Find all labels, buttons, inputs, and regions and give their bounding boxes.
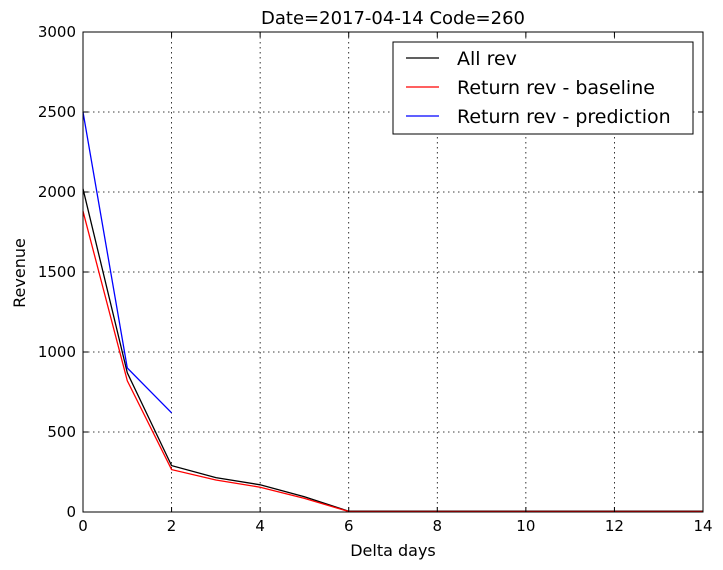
axis-ticks: 0 2 4 6 8 10 12 14 0 500 1000 1500 2000 2500 3000 — [38, 23, 713, 535]
chart-title: Date=2017-04-14 Code=260 — [261, 8, 525, 29]
y-tick-label: 2500 — [38, 103, 76, 121]
legend-label: Return rev - baseline — [457, 77, 655, 99]
x-tick-label: 6 — [344, 517, 354, 535]
y-tick-label: 1000 — [38, 343, 76, 361]
x-axis-label: Delta days — [350, 541, 436, 560]
x-tick-label: 12 — [605, 517, 624, 535]
y-tick-label: 0 — [66, 503, 76, 521]
legend-label: All rev — [457, 48, 517, 70]
x-tick-label: 0 — [78, 517, 88, 535]
legend-box — [392, 41, 694, 135]
y-tick-label: 500 — [47, 423, 76, 441]
y-tick-label: 1500 — [38, 263, 76, 281]
x-tick-label: 4 — [255, 517, 265, 535]
legend: All rev Return rev - baseline Return rev -… — [392, 41, 694, 135]
series-line-all-rev — [82, 188, 703, 512]
y-tick-label: 2000 — [38, 183, 76, 201]
x-tick-label: 2 — [167, 517, 177, 535]
y-axis-label: Revenue — [10, 238, 29, 308]
x-tick-label: 10 — [516, 517, 535, 535]
x-tick-label: 14 — [693, 517, 712, 535]
series-layer — [82, 111, 703, 513]
x-tick-label: 8 — [433, 517, 443, 535]
series-line-return-rev-prediction — [82, 111, 173, 414]
y-tick-label: 3000 — [38, 23, 76, 41]
legend-label: Return rev - prediction — [457, 106, 671, 128]
